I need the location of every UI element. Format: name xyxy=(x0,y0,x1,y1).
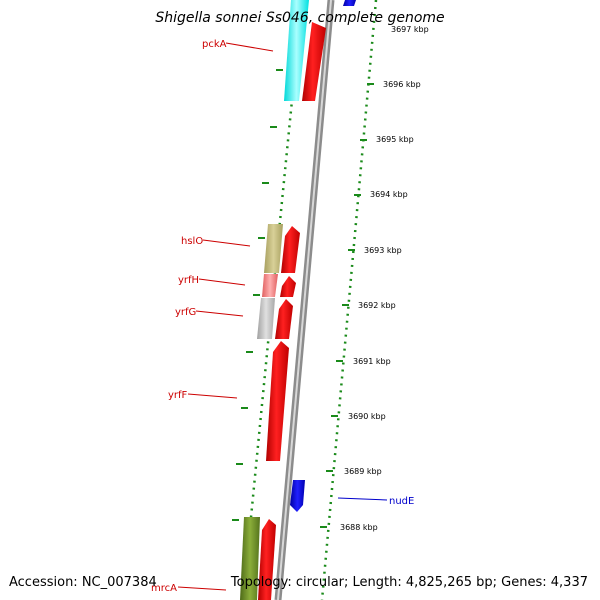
ruler-label: 3693 kbp xyxy=(364,246,402,255)
ruler-label: 3692 kbp xyxy=(358,301,396,310)
gene-label-pckA[interactable]: pckA xyxy=(202,39,227,50)
ruler-label: 3691 kbp xyxy=(353,357,391,366)
gene-label-yrfF[interactable]: yrfF xyxy=(168,390,188,401)
inner-ring-ticks xyxy=(232,69,283,521)
ruler-label: 3695 kbp xyxy=(376,135,414,144)
gene-arrow-mrcA[interactable] xyxy=(258,519,276,600)
genome-summary: Topology: circular; Length: 4,825,265 bp… xyxy=(230,575,588,590)
gene-arrow-nudE[interactable] xyxy=(290,480,305,512)
gene-arrow-yrfG[interactable] xyxy=(275,299,293,339)
cog-bar-mrcA[interactable] xyxy=(240,517,260,600)
ruler-label: 3688 kbp xyxy=(340,523,378,532)
ruler-label: 3690 kbp xyxy=(348,412,386,421)
outer-tick-ring xyxy=(320,0,378,600)
cog-bar-yrfG[interactable] xyxy=(257,298,275,339)
label-leaders xyxy=(177,42,388,591)
ruler-label: 3694 kbp xyxy=(370,190,408,199)
gene-arrow-yrfH[interactable] xyxy=(280,276,296,297)
outer-ring-ticks xyxy=(320,83,374,528)
genome-backbone-highlight xyxy=(277,0,332,600)
gene-arrow-top-reverse[interactable] xyxy=(343,0,356,6)
ruler-label: 3696 kbp xyxy=(383,80,421,89)
ruler-labels: 3697 kbp 3696 kbp 3695 kbp 3694 kbp 3693… xyxy=(340,25,429,532)
cog-bar-yrfH[interactable] xyxy=(262,274,278,297)
gene-arrow-hslO[interactable] xyxy=(281,226,300,273)
gene-label-yrfH[interactable]: yrfH xyxy=(178,275,199,286)
cog-bar-pckA[interactable] xyxy=(284,0,309,101)
gene-label-nudE[interactable]: nudE xyxy=(389,496,414,507)
gene-label-mrcA[interactable]: mrcA xyxy=(151,583,177,594)
ruler-label: 3689 kbp xyxy=(344,467,382,476)
gene-label-yrfG[interactable]: yrfG xyxy=(175,307,196,318)
ruler-label: 3697 kbp xyxy=(391,25,429,34)
gene-arrow-pckA[interactable] xyxy=(302,22,326,101)
map-title: Shigella sonnei Ss046, complete genome xyxy=(155,10,445,26)
cog-bar-hslO[interactable] xyxy=(264,224,283,273)
accession-label: Accession: NC_007384 xyxy=(9,575,157,590)
gene-arrow-yrfF[interactable] xyxy=(266,341,289,461)
gene-label-hslO[interactable]: hslO xyxy=(181,236,203,247)
